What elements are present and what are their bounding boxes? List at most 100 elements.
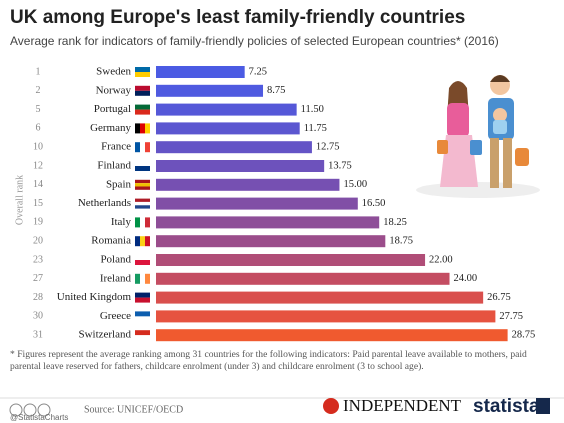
flag-stripe bbox=[135, 330, 150, 336]
flag-stripe bbox=[135, 260, 150, 265]
bar bbox=[156, 329, 508, 342]
y-axis-label: Overall rank bbox=[14, 175, 25, 225]
flag bbox=[135, 67, 150, 77]
category-label: Netherlands bbox=[78, 197, 131, 209]
category-label: France bbox=[101, 141, 131, 153]
flag-stripe bbox=[135, 335, 150, 341]
category-label: Poland bbox=[100, 254, 131, 266]
flag-stripe bbox=[135, 90, 150, 96]
by-icon bbox=[23, 403, 37, 417]
flag bbox=[135, 292, 150, 303]
flag-stripe bbox=[145, 273, 150, 284]
flag-stripe bbox=[145, 217, 150, 228]
category-label: Greece bbox=[100, 310, 131, 322]
flag bbox=[135, 123, 150, 134]
bar bbox=[156, 141, 312, 154]
category-label: Italy bbox=[111, 216, 132, 228]
flag-stripe bbox=[135, 316, 150, 322]
value-label: 27.75 bbox=[499, 311, 523, 322]
chart-subtitle: Average rank for indicators of family-fr… bbox=[10, 34, 499, 48]
category-label: Sweden bbox=[96, 66, 131, 78]
bar bbox=[156, 310, 496, 323]
bar bbox=[156, 103, 297, 116]
rank-label: 14 bbox=[33, 179, 43, 190]
value-label: 18.25 bbox=[383, 217, 407, 228]
chart-title: UK among Europe's least family-friendly … bbox=[10, 7, 465, 28]
brand: statista bbox=[473, 396, 540, 417]
rank-label: 15 bbox=[33, 198, 43, 209]
publisher-logo bbox=[323, 398, 339, 414]
flag bbox=[135, 142, 150, 153]
flag-stripe bbox=[135, 109, 150, 115]
bar bbox=[156, 216, 380, 229]
bar bbox=[156, 291, 484, 304]
flag bbox=[135, 161, 150, 171]
flag-stripe bbox=[135, 205, 150, 209]
brand-icon bbox=[536, 398, 550, 414]
category-label: Finland bbox=[97, 160, 131, 172]
flag-stripe bbox=[135, 273, 140, 284]
flag-stripe bbox=[135, 142, 140, 153]
flag-stripe bbox=[135, 85, 150, 91]
flag-stripe bbox=[135, 166, 150, 171]
bar bbox=[156, 66, 245, 78]
flag-stripe bbox=[135, 292, 150, 298]
value-label: 16.50 bbox=[362, 198, 386, 209]
rank-label: 2 bbox=[36, 85, 41, 96]
flag-stripe bbox=[140, 273, 145, 284]
bar bbox=[156, 272, 450, 285]
flag bbox=[135, 255, 150, 265]
bar bbox=[156, 254, 426, 266]
flag bbox=[135, 311, 150, 322]
rank-label: 19 bbox=[33, 217, 43, 228]
value-label: 11.50 bbox=[301, 104, 324, 115]
flag-stripe bbox=[135, 297, 150, 303]
flag-stripe bbox=[140, 236, 145, 247]
publisher: INDEPENDENT bbox=[343, 396, 462, 415]
flag bbox=[135, 85, 150, 96]
cc-icon bbox=[9, 403, 23, 417]
category-label: Switzerland bbox=[78, 329, 131, 341]
flag-stripe bbox=[135, 67, 150, 72]
bar bbox=[156, 122, 300, 135]
value-label: 12.75 bbox=[316, 142, 340, 153]
flag bbox=[135, 198, 150, 209]
bar bbox=[156, 84, 264, 97]
bar bbox=[156, 197, 358, 210]
flag bbox=[135, 217, 150, 228]
flag-stripe bbox=[135, 104, 150, 110]
family-illustration bbox=[416, 75, 540, 198]
flag-stripe bbox=[135, 311, 150, 317]
flag-stripe bbox=[135, 72, 150, 77]
value-label: 11.75 bbox=[304, 123, 327, 134]
value-label: 15.00 bbox=[343, 179, 367, 190]
flag bbox=[135, 330, 150, 341]
value-label: 13.75 bbox=[328, 160, 352, 171]
flag bbox=[135, 104, 150, 115]
flag-stripe bbox=[145, 236, 150, 247]
bar bbox=[156, 178, 340, 191]
flag bbox=[135, 179, 150, 190]
flag-stripe bbox=[145, 142, 150, 153]
flag-stripe bbox=[135, 198, 150, 202]
flag bbox=[135, 236, 150, 247]
rank-label: 23 bbox=[33, 254, 43, 265]
footnote: * Figures represent the average ranking … bbox=[10, 349, 527, 372]
value-label: 28.75 bbox=[512, 330, 536, 341]
flag-stripe bbox=[145, 123, 150, 134]
flag-stripe bbox=[135, 217, 140, 228]
rank-label: 31 bbox=[33, 329, 43, 340]
flag-stripe bbox=[135, 179, 150, 184]
flag bbox=[135, 273, 150, 284]
flag-stripe bbox=[140, 123, 145, 134]
flag-stripe bbox=[140, 217, 145, 228]
value-label: 8.75 bbox=[267, 85, 285, 96]
flag-stripe bbox=[140, 142, 145, 153]
rank-label: 10 bbox=[33, 141, 43, 152]
category-label: Spain bbox=[106, 178, 132, 190]
category-label: United Kingdom bbox=[57, 291, 132, 303]
handle: @StatistaCharts bbox=[10, 413, 68, 422]
flag-stripe bbox=[135, 186, 150, 190]
